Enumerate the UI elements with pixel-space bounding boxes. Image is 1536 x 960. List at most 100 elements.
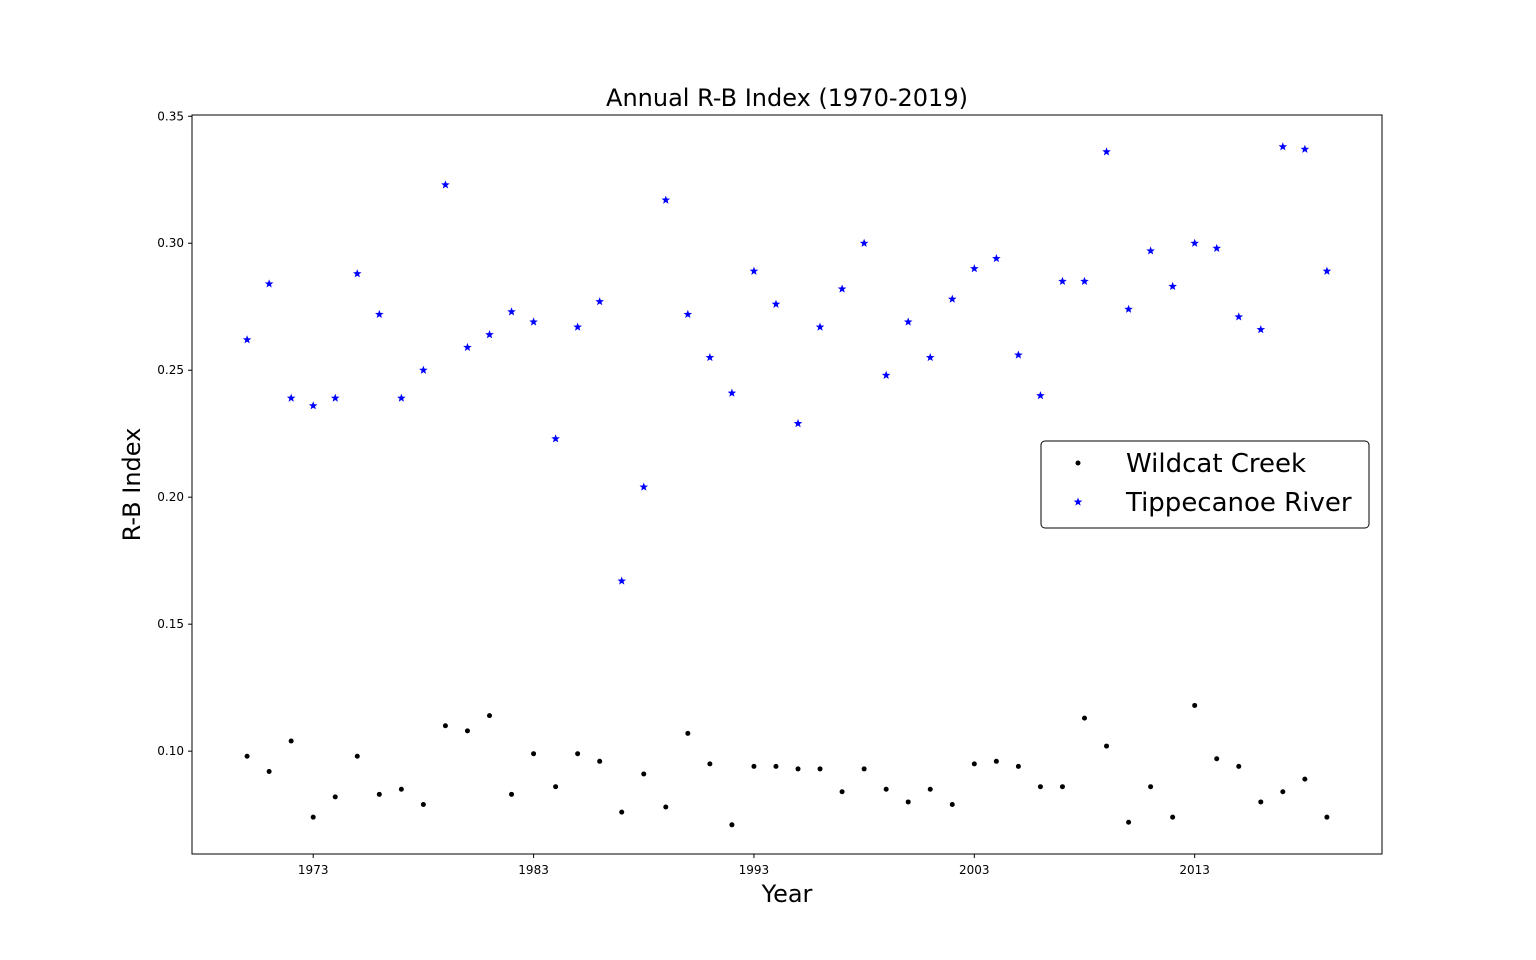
- point-wildcat-creek: [993, 758, 999, 764]
- point-tippecanoe-river: [683, 309, 693, 318]
- point-tippecanoe-river: [1124, 304, 1133, 313]
- point-wildcat-creek: [839, 789, 845, 795]
- point-wildcat-creek: [949, 801, 955, 807]
- point-wildcat-creek: [266, 768, 272, 774]
- point-tippecanoe-river: [1014, 350, 1023, 359]
- x-tick-label: 2013: [1179, 863, 1210, 877]
- point-tippecanoe-river: [992, 253, 1001, 263]
- point-tippecanoe-river: [286, 393, 296, 402]
- point-wildcat-creek: [663, 804, 669, 810]
- point-tippecanoe-river: [397, 393, 406, 402]
- point-tippecanoe-river: [749, 266, 759, 275]
- point-tippecanoe-river: [837, 284, 847, 293]
- point-wildcat-creek: [685, 730, 691, 736]
- point-wildcat-creek: [553, 784, 559, 790]
- point-wildcat-creek: [288, 738, 294, 744]
- point-wildcat-creek: [1126, 819, 1132, 825]
- point-tippecanoe-river: [859, 238, 869, 247]
- point-tippecanoe-river: [463, 342, 472, 352]
- point-wildcat-creek: [1324, 814, 1330, 820]
- point-tippecanoe-river: [353, 269, 362, 278]
- point-tippecanoe-river: [595, 297, 604, 306]
- point-tippecanoe-river: [705, 353, 715, 362]
- point-wildcat-creek: [1148, 784, 1154, 790]
- point-wildcat-creek: [927, 786, 933, 792]
- point-wildcat-creek: [1302, 776, 1308, 782]
- point-wildcat-creek: [773, 763, 779, 769]
- point-tippecanoe-river: [242, 335, 252, 344]
- point-tippecanoe-river: [1102, 147, 1111, 156]
- point-wildcat-creek: [398, 786, 404, 792]
- point-tippecanoe-river: [727, 388, 737, 397]
- y-axis: 0.10 0.15 0.20 0.25 0.30 0.35: [157, 109, 192, 758]
- point-tippecanoe-river: [485, 330, 494, 339]
- point-tippecanoe-river: [308, 401, 318, 410]
- point-wildcat-creek: [883, 786, 889, 792]
- point-wildcat-creek: [487, 713, 492, 719]
- point-wildcat-creek: [1280, 789, 1286, 795]
- point-tippecanoe-river: [1168, 281, 1177, 291]
- point-wildcat-creek: [464, 728, 470, 734]
- legend-label-tippecanoe-river: Tippecanoe River: [1125, 488, 1352, 518]
- x-tick-label: 1973: [298, 863, 329, 877]
- point-tippecanoe-river: [419, 365, 428, 374]
- point-tippecanoe-river: [815, 322, 825, 331]
- point-tippecanoe-river: [1146, 246, 1155, 255]
- y-tick-label: 0.35: [157, 109, 184, 123]
- point-wildcat-creek: [795, 766, 801, 772]
- y-tick-label: 0.10: [157, 744, 184, 758]
- x-tick-label: 1983: [518, 863, 549, 877]
- point-wildcat-creek: [420, 801, 426, 807]
- point-tippecanoe-river: [1212, 243, 1221, 252]
- point-tippecanoe-river: [1190, 238, 1199, 247]
- point-tippecanoe-river: [1234, 312, 1244, 321]
- point-wildcat-creek: [971, 761, 977, 767]
- point-tippecanoe-river: [1080, 276, 1089, 285]
- point-tippecanoe-river: [925, 353, 935, 362]
- point-wildcat-creek: [332, 794, 338, 800]
- point-tippecanoe-river: [881, 370, 891, 379]
- point-tippecanoe-river: [573, 322, 582, 331]
- plot-frame: [191, 114, 1383, 855]
- point-tippecanoe-river: [1256, 325, 1266, 334]
- chart-title: Annual R-B Index (1970-2019): [606, 84, 968, 112]
- point-tippecanoe-river: [771, 299, 781, 308]
- x-axis-label: Year: [761, 880, 813, 908]
- y-tick-label: 0.25: [157, 363, 184, 377]
- point-tippecanoe-river: [264, 279, 274, 288]
- point-tippecanoe-river: [1300, 144, 1310, 153]
- point-wildcat-creek: [861, 766, 867, 772]
- point-wildcat-creek: [1170, 814, 1176, 820]
- y-tick-label: 0.20: [157, 490, 184, 504]
- point-wildcat-creek: [442, 723, 448, 729]
- point-wildcat-creek: [1192, 702, 1198, 708]
- point-wildcat-creek: [575, 751, 581, 757]
- point-wildcat-creek: [1037, 784, 1043, 790]
- point-tippecanoe-river: [507, 307, 516, 316]
- legend-box: [1040, 440, 1370, 529]
- point-tippecanoe-river: [551, 434, 560, 443]
- point-tippecanoe-river: [1058, 276, 1067, 285]
- point-tippecanoe-river: [948, 294, 957, 303]
- point-tippecanoe-river: [1278, 142, 1288, 151]
- point-tippecanoe-river: [661, 195, 671, 204]
- point-wildcat-creek: [1236, 763, 1242, 769]
- point-tippecanoe-river: [639, 482, 649, 491]
- x-axis: 1973 1983 1993 2003 2013: [298, 854, 1210, 877]
- point-tippecanoe-river: [1036, 391, 1045, 400]
- y-axis-label: R-B Index: [118, 428, 146, 542]
- point-tippecanoe-river: [375, 309, 384, 318]
- legend: Wildcat Creek Tippecanoe River: [1040, 440, 1370, 529]
- legend-label-wildcat-creek: Wildcat Creek: [1126, 449, 1306, 479]
- x-tick-label: 2003: [959, 863, 990, 877]
- point-tippecanoe-river: [330, 393, 340, 402]
- point-wildcat-creek: [509, 791, 515, 797]
- point-wildcat-creek: [310, 814, 316, 820]
- y-tick-label: 0.30: [157, 236, 184, 250]
- point-wildcat-creek: [1214, 756, 1220, 762]
- point-wildcat-creek: [729, 822, 735, 828]
- point-wildcat-creek: [1258, 799, 1264, 805]
- point-wildcat-creek: [1082, 715, 1087, 721]
- y-tick-label: 0.15: [157, 617, 184, 631]
